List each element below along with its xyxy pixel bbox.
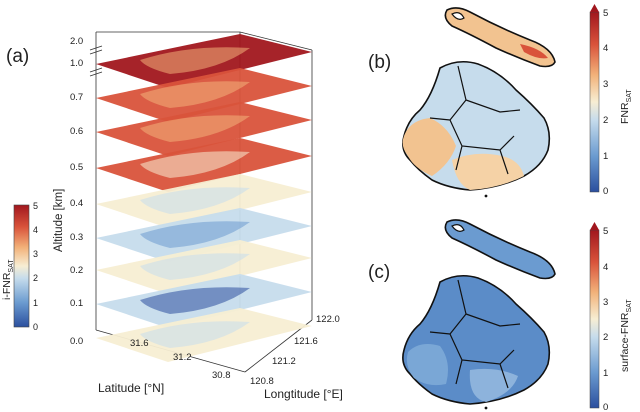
panel-c-colorbar-arrow [590, 222, 599, 230]
lon-tick-2: 121.6 [294, 336, 318, 347]
cbar-a-tick-4: 4 [33, 225, 38, 235]
lat-tick-1: 31.2 [173, 352, 192, 363]
panel-b-colorbar: 0 1 2 3 4 5 FNRSAT [589, 4, 633, 197]
cbar-a-tick-0: 0 [33, 322, 38, 332]
cbar-a-tick-2: 2 [33, 273, 38, 283]
altitude-layers [96, 34, 312, 362]
cbar-c-label: surface-FNRSAT [619, 299, 633, 372]
z-tick-2: 0.2 [70, 265, 83, 276]
panel-c-colorbar-ramp [589, 229, 600, 409]
altitude-layer-4-texture [140, 187, 250, 214]
cbar-a-label: i-FNRSAT [1, 259, 15, 300]
altitude-layer-5-texture [140, 151, 250, 178]
cbar-c-tick-0: 0 [603, 402, 608, 412]
altitude-layer-6-texture [140, 115, 250, 142]
map-c-southwest-shade [406, 344, 448, 386]
z-axis-label: Altitude [km] [53, 189, 65, 252]
map-b-island-islet [451, 12, 465, 20]
z-tick-6: 0.6 [70, 126, 83, 137]
altitude-layer-8-texture [140, 47, 250, 74]
longitude-axis: 120.8 121.2 121.6 122.0 Longtitude [°E] [250, 314, 343, 401]
cbar-b-tick-2: 2 [603, 115, 608, 126]
map-c-island [444, 219, 556, 280]
map-b-district-lines [429, 65, 521, 175]
panel-b-map [402, 7, 556, 198]
lon-tick-0: 120.8 [250, 376, 274, 387]
cbar-b-label: FNRSAT [619, 89, 633, 124]
cbar-c-tick-2: 2 [603, 332, 608, 343]
cbar-b-tick-0: 0 [603, 186, 608, 197]
panel-a-colorbar-ramp [13, 204, 30, 328]
altitude-layer-1-texture [140, 287, 250, 314]
cbar-b-tick-3: 3 [603, 79, 608, 90]
map-c-district-lines [429, 279, 521, 389]
lon-tick-3: 122.0 [316, 314, 340, 325]
z-tick-1: 0.1 [70, 298, 83, 309]
z-tick-3: 0.3 [70, 232, 83, 243]
cbar-b-tick-4: 4 [603, 43, 608, 54]
panel-c-map [402, 219, 556, 410]
z-tick-0: 0.0 [70, 336, 83, 347]
latitude-axis: 31.6 31.2 30.8 Latitude [°N] [98, 338, 231, 395]
lat-tick-2: 30.8 [212, 370, 231, 381]
lat-axis-label: Latitude [°N] [98, 381, 164, 395]
lon-tick-1: 121.2 [272, 356, 296, 367]
panel-c-label: (c) [368, 262, 390, 283]
cbar-a-tick-3: 3 [33, 249, 38, 259]
z-axis: 0.0 0.1 0.2 0.3 0.4 0.5 0.6 0.7 1.0 2.0 … [53, 36, 83, 347]
map-b-west-hotspot [402, 118, 456, 176]
z-tick-4: 0.4 [70, 198, 83, 209]
z-axis-break [89, 45, 103, 77]
cbar-c-tick-5: 5 [603, 226, 608, 237]
lat-tick-0: 31.6 [130, 338, 149, 349]
altitude-layer-2-texture [140, 253, 250, 280]
map-c-south-shade [469, 368, 518, 402]
map-c-dot [484, 406, 488, 410]
map-b-dot [484, 194, 488, 198]
map-c-island-islet [451, 224, 465, 232]
cbar-a-tick-1: 1 [33, 298, 38, 308]
panel-c-colorbar: 0 1 2 3 4 5 surface-FNRSAT [589, 222, 633, 412]
panel-b-colorbar-ramp [589, 11, 600, 193]
altitude-layer-3-texture [140, 221, 250, 248]
altitude-layer-7-texture [140, 81, 250, 108]
panel-b-label: (b) [368, 52, 391, 73]
panel-a-label: (a) [6, 46, 29, 67]
z-tick-7: 0.7 [70, 92, 83, 103]
map-b-island-hot [520, 44, 548, 59]
z-tick-8: 1.0 [70, 58, 83, 69]
cbar-b-tick-1: 1 [603, 151, 608, 162]
cbar-c-tick-1: 1 [603, 368, 608, 379]
altitude-layer-0-texture [140, 321, 250, 348]
lon-axis-label: Longtitude [°E] [264, 387, 343, 401]
z-tick-9: 2.0 [70, 36, 83, 47]
panel-a-colorbar: 0 1 2 3 4 5 i-FNRSAT [1, 201, 38, 332]
cbar-c-tick-3: 3 [603, 297, 608, 308]
z-tick-5: 0.5 [70, 162, 83, 173]
cbar-b-tick-5: 5 [603, 8, 608, 19]
map-b-south-hotspot [452, 153, 524, 190]
cbar-a-tick-5: 5 [33, 201, 38, 211]
panel-b-colorbar-arrow [590, 4, 599, 12]
cbar-c-tick-4: 4 [603, 262, 608, 273]
